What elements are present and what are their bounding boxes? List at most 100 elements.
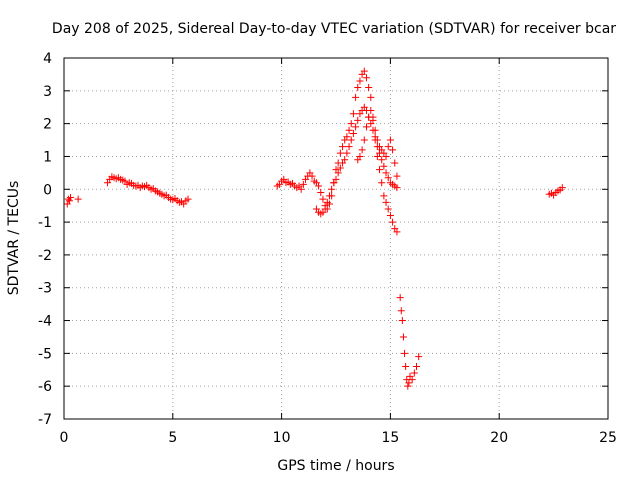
- data-point: [410, 369, 418, 377]
- data-point: [376, 166, 384, 174]
- data-point: [371, 126, 379, 134]
- data-point: [343, 149, 351, 157]
- data-point: [405, 379, 413, 387]
- y-tick-label: -6: [38, 379, 52, 395]
- y-tick-label: 1: [43, 149, 52, 165]
- tick-labels: 0 5 10 15 20 25 -7 -6 -5 -4 -3 -2 -1 0 1 2 3 4: [38, 51, 617, 446]
- data-point: [365, 84, 373, 92]
- y-tick-label: 4: [43, 51, 52, 67]
- data-point: [349, 110, 357, 118]
- data-point: [345, 143, 353, 151]
- data-point: [328, 185, 336, 193]
- data-point: [321, 205, 329, 213]
- data-point: [384, 143, 392, 151]
- x-tick-label: 20: [490, 430, 508, 446]
- data-point: [315, 182, 323, 190]
- x-tick-label: 10: [273, 430, 291, 446]
- y-tick-label: -1: [38, 215, 52, 231]
- y-tick-label: 2: [43, 117, 52, 133]
- data-point: [358, 146, 366, 154]
- data-point: [373, 136, 381, 144]
- data-point: [332, 175, 340, 183]
- data-point: [386, 212, 394, 220]
- chart-title: Day 208 of 2025, Sidereal Day-to-day VTE…: [52, 21, 616, 37]
- data-point: [399, 333, 407, 341]
- data-point: [356, 152, 364, 160]
- data-point: [349, 129, 357, 137]
- data-point: [299, 180, 307, 188]
- data-point: [404, 382, 412, 390]
- data-point: [65, 197, 73, 205]
- data-point: [341, 156, 349, 164]
- data-point: [378, 156, 386, 164]
- y-tick-label: -7: [38, 412, 52, 428]
- data-point: [317, 189, 325, 197]
- data-point: [386, 136, 394, 144]
- data-point: [352, 93, 360, 101]
- data-point: [393, 228, 401, 236]
- data-point: [378, 179, 386, 187]
- data-point: [319, 195, 327, 203]
- data-point: [336, 164, 344, 172]
- data-point: [323, 198, 331, 206]
- data-point: [558, 184, 566, 192]
- data-point: [380, 192, 388, 200]
- data-point: [339, 143, 347, 151]
- y-tick-label: -5: [38, 346, 52, 362]
- data-point: [380, 162, 388, 170]
- data-point: [334, 169, 342, 177]
- x-axis-title: GPS time / hours: [277, 458, 394, 474]
- data-point: [297, 185, 305, 193]
- y-tick-label: 3: [43, 84, 52, 100]
- x-tick-label: 0: [60, 430, 69, 446]
- data-point: [401, 349, 409, 357]
- data-point: [415, 353, 423, 361]
- y-tick-label: -2: [38, 248, 52, 264]
- data-point: [384, 174, 392, 182]
- data-point: [393, 172, 401, 180]
- data-point: [365, 113, 373, 121]
- data-point: [347, 120, 355, 128]
- data-point: [393, 184, 401, 192]
- data-point: [360, 136, 368, 144]
- plot-frame: [63, 57, 609, 420]
- x-tick-label: 15: [381, 430, 399, 446]
- data-point: [343, 133, 351, 141]
- data-point: [367, 107, 375, 115]
- data-point: [74, 195, 82, 203]
- data-point: [413, 362, 421, 370]
- data-point: [362, 123, 370, 131]
- axis-ticks: [63, 57, 609, 420]
- data-point: [367, 93, 375, 101]
- y-tick-label: -3: [38, 281, 52, 297]
- data-point: [345, 126, 353, 134]
- data-point: [382, 198, 390, 206]
- series-sdtvar: [63, 67, 566, 390]
- data-point: [384, 205, 392, 213]
- data-point: [362, 74, 370, 82]
- y-tick-label: -4: [38, 314, 52, 330]
- data-point: [397, 307, 405, 315]
- data-series: [63, 67, 566, 390]
- data-point: [356, 77, 364, 85]
- data-point: [360, 67, 368, 75]
- data-point: [354, 84, 362, 92]
- data-point: [398, 317, 406, 325]
- x-tick-label: 5: [168, 430, 177, 446]
- data-point: [67, 193, 75, 201]
- data-point: [347, 136, 355, 144]
- y-tick-label: 0: [43, 182, 52, 198]
- data-point: [369, 116, 377, 124]
- grid: [64, 58, 608, 419]
- data-point: [354, 116, 362, 124]
- data-point: [391, 159, 399, 167]
- data-point: [184, 195, 192, 203]
- data-point: [382, 169, 390, 177]
- x-tick-label: 25: [599, 430, 617, 446]
- data-point: [352, 123, 360, 131]
- data-point: [389, 218, 397, 226]
- data-point: [389, 146, 397, 154]
- data-point: [382, 152, 390, 160]
- data-point: [402, 362, 410, 370]
